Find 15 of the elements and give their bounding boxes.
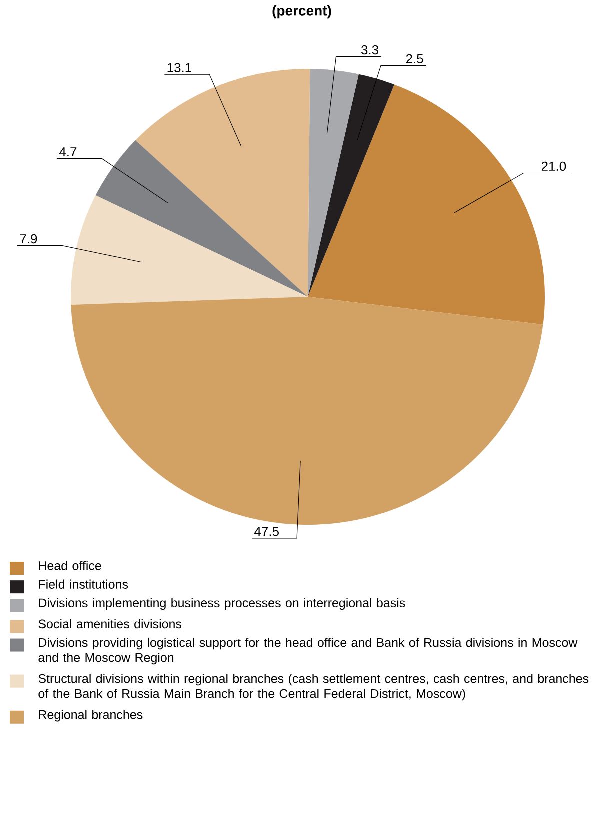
legend-label: Social amenities divisions bbox=[38, 619, 182, 629]
legend-label: Field institutions bbox=[39, 580, 128, 589]
data-label: 7.9 bbox=[20, 234, 38, 244]
legend-label: Structural divisions within regional branches (cash settlement centres, cash centres, and branches of the Bank of Russia Main Branch for the Central Federal District, Moscow) bbox=[38, 674, 589, 701]
chart-title: (percent) bbox=[272, 6, 332, 19]
legend-label: Divisions implementing business processes on interregional basis bbox=[39, 598, 406, 610]
data-label: 13.1 bbox=[168, 63, 192, 72]
data-label: 21.0 bbox=[542, 162, 566, 172]
data-label: 3.3 bbox=[361, 45, 378, 55]
legend-label: Head office bbox=[39, 561, 102, 570]
data-label: 4.7 bbox=[59, 148, 77, 157]
legend-label: Divisions providing logistical support for the head office and Bank of Russia divisions in Moscow and the Moscow Region bbox=[38, 638, 578, 665]
data-label: 47.5 bbox=[254, 527, 279, 536]
data-label: 2.5 bbox=[406, 54, 424, 64]
legend-label: Regional branches bbox=[39, 710, 143, 722]
